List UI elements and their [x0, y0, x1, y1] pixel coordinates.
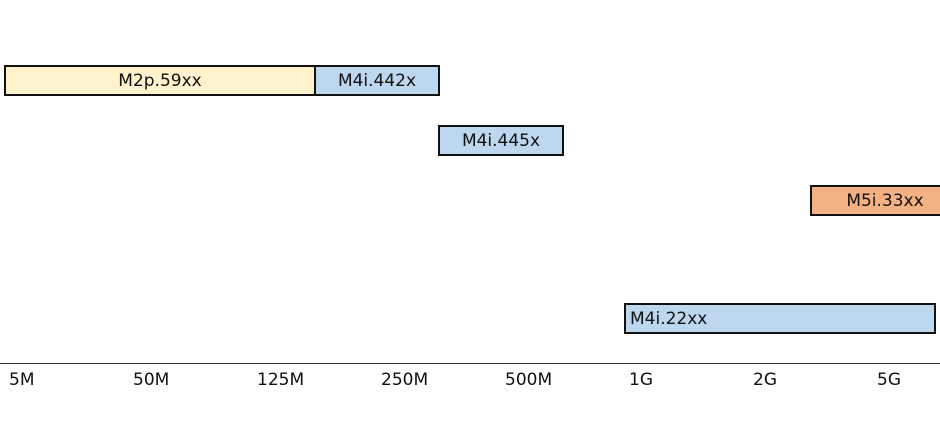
axis-line [0, 363, 940, 364]
tick-label-5g: 5G [877, 370, 901, 390]
bar-m5i-33xx: M5i.33xx [810, 185, 940, 216]
tick-label-5m: 5M [9, 370, 35, 390]
bar-m4i-445x: M4i.445x [438, 125, 564, 156]
tick-label-2g: 2G [753, 370, 777, 390]
tick-label-1g: 1G [629, 370, 653, 390]
bar-label-m4i-445x: M4i.445x [461, 130, 541, 151]
bar-label-m4i-22xx: M4i.22xx [630, 308, 708, 329]
bar-label-m4i-442x: M4i.442x [337, 70, 417, 91]
tick-label-500m: 500M [505, 370, 553, 390]
bar-m4i-22xx: M4i.22xx [624, 303, 936, 334]
bar-m2p-59xx: M2p.59xx [4, 65, 316, 96]
bar-label-m5i-33xx: M5i.33xx [846, 190, 924, 211]
tick-label-250m: 250M [381, 370, 429, 390]
bar-label-m2p-59xx: M2p.59xx [118, 70, 202, 91]
bar-m4i-442x: M4i.442x [314, 65, 440, 96]
tick-label-50m: 50M [133, 370, 170, 390]
tick-label-125m: 125M [257, 370, 305, 390]
